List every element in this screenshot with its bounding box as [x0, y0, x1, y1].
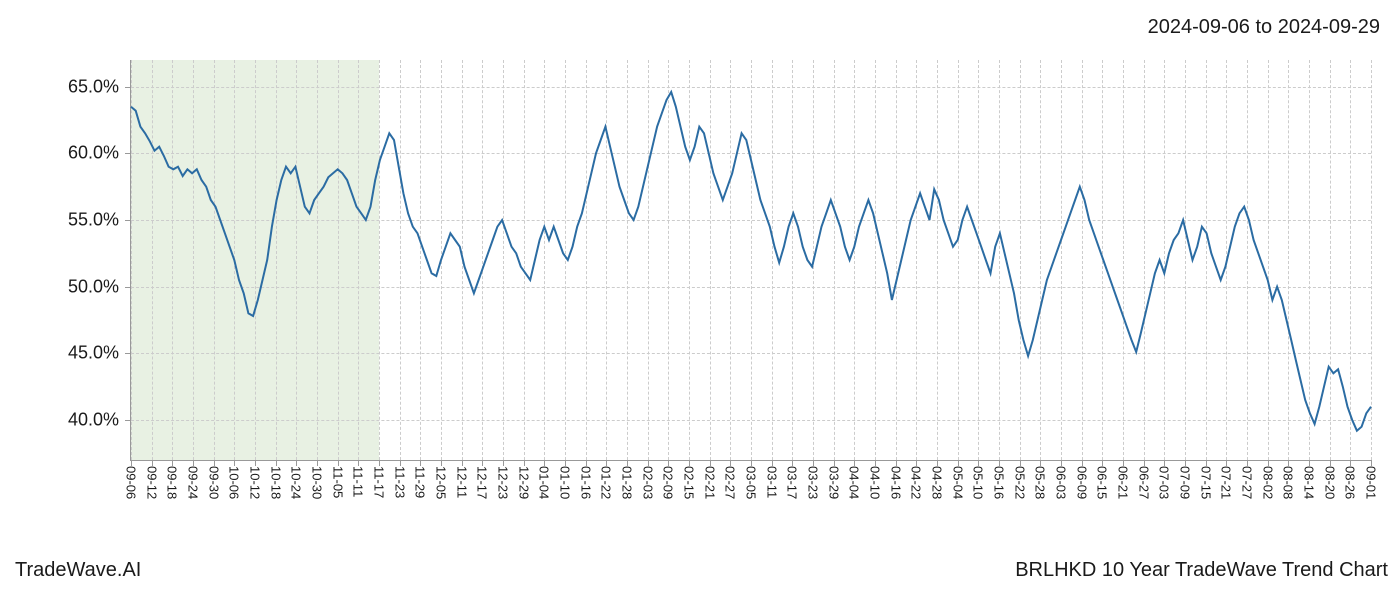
y-tick-label: 55.0%	[68, 210, 119, 231]
x-tick-label: 12-29	[516, 466, 531, 499]
x-tick-label: 01-16	[578, 466, 593, 499]
x-tick-label: 11-29	[413, 466, 428, 498]
x-tick-label: 10-24	[289, 466, 304, 499]
x-tick-label: 11-23	[392, 466, 407, 498]
x-tick-label: 01-28	[620, 466, 635, 499]
x-tick-label: 02-15	[682, 466, 697, 499]
x-tick-label: 12-11	[454, 466, 469, 498]
x-tick-label: 07-27	[1240, 466, 1255, 499]
x-tick-label: 05-04	[950, 466, 965, 499]
x-tick-label: 04-04	[847, 466, 862, 499]
x-tick-label: 03-17	[785, 466, 800, 499]
x-tick-label: 09-30	[206, 466, 221, 499]
chart-title: BRLHKD 10 Year TradeWave Trend Chart	[1015, 559, 1388, 582]
x-tick-label: 10-30	[310, 466, 325, 499]
x-tick-label: 09-18	[165, 466, 180, 499]
x-tick-label: 01-10	[558, 466, 573, 499]
x-tick-label: 05-22	[1012, 466, 1027, 499]
x-tick-label: 04-16	[888, 466, 903, 499]
grid-line-vertical	[1371, 60, 1372, 460]
plot-area: 40.0%45.0%50.0%55.0%60.0%65.0%09-0609-12…	[130, 60, 1371, 461]
x-tick-label: 07-15	[1198, 466, 1213, 499]
x-tick-label: 06-27	[1136, 466, 1151, 499]
x-tick-label: 03-29	[826, 466, 841, 499]
x-tick-label: 03-11	[764, 466, 779, 498]
chart-container: 40.0%45.0%50.0%55.0%60.0%65.0%09-0609-12…	[130, 60, 1370, 460]
x-tick-label: 08-20	[1322, 466, 1337, 499]
x-tick-label: 11-05	[330, 466, 345, 498]
x-tick-label: 02-03	[640, 466, 655, 499]
x-tick-label: 06-21	[1116, 466, 1131, 499]
x-tick-label: 09-06	[124, 466, 139, 499]
x-tick-label: 03-05	[744, 466, 759, 499]
x-tick-label: 12-23	[496, 466, 511, 499]
x-tick-label: 08-08	[1281, 466, 1296, 499]
x-tick-label: 07-03	[1157, 466, 1172, 499]
x-tick-label: 08-26	[1343, 466, 1358, 499]
y-tick-label: 65.0%	[68, 76, 119, 97]
x-tick-label: 10-06	[227, 466, 242, 499]
x-tick-label: 04-10	[868, 466, 883, 499]
x-tick-label: 07-21	[1219, 466, 1234, 499]
footer-brand: TradeWave.AI	[15, 559, 141, 582]
x-tick-label: 05-10	[971, 466, 986, 499]
x-tick-label: 10-18	[268, 466, 283, 499]
x-tick-label: 08-02	[1260, 466, 1275, 499]
x-tick-label: 09-12	[144, 466, 159, 499]
x-tick-label: 04-22	[909, 466, 924, 499]
x-tick-label: 01-22	[599, 466, 614, 499]
x-tick-label: 12-17	[475, 466, 490, 499]
x-tick-label: 09-01	[1364, 466, 1379, 499]
x-tick-label: 09-24	[186, 466, 201, 499]
x-tick-label: 11-11	[351, 466, 366, 497]
x-tick-label: 05-28	[1033, 466, 1048, 499]
trend-line	[131, 92, 1371, 431]
line-chart-svg	[131, 60, 1371, 460]
y-tick-label: 40.0%	[68, 410, 119, 431]
y-tick-label: 60.0%	[68, 143, 119, 164]
y-tick-label: 50.0%	[68, 276, 119, 297]
date-range-label: 2024-09-06 to 2024-09-29	[1148, 16, 1380, 39]
x-tick-label: 01-04	[537, 466, 552, 499]
x-tick-label: 06-09	[1074, 466, 1089, 499]
x-tick-label: 12-05	[434, 466, 449, 499]
x-tick-label: 06-03	[1054, 466, 1069, 499]
x-tick-label: 02-21	[702, 466, 717, 499]
x-tick-label: 10-12	[248, 466, 263, 499]
x-tick-label: 07-09	[1178, 466, 1193, 499]
x-tick-label: 02-27	[723, 466, 738, 499]
x-tick-label: 04-28	[930, 466, 945, 499]
x-tick-label: 08-14	[1302, 466, 1317, 499]
x-tick-label: 02-09	[661, 466, 676, 499]
x-tick-label: 06-15	[1095, 466, 1110, 499]
x-tick-label: 11-17	[372, 466, 387, 498]
x-tick-label: 03-23	[806, 466, 821, 499]
x-tick-label: 05-16	[992, 466, 1007, 499]
y-tick-label: 45.0%	[68, 343, 119, 364]
